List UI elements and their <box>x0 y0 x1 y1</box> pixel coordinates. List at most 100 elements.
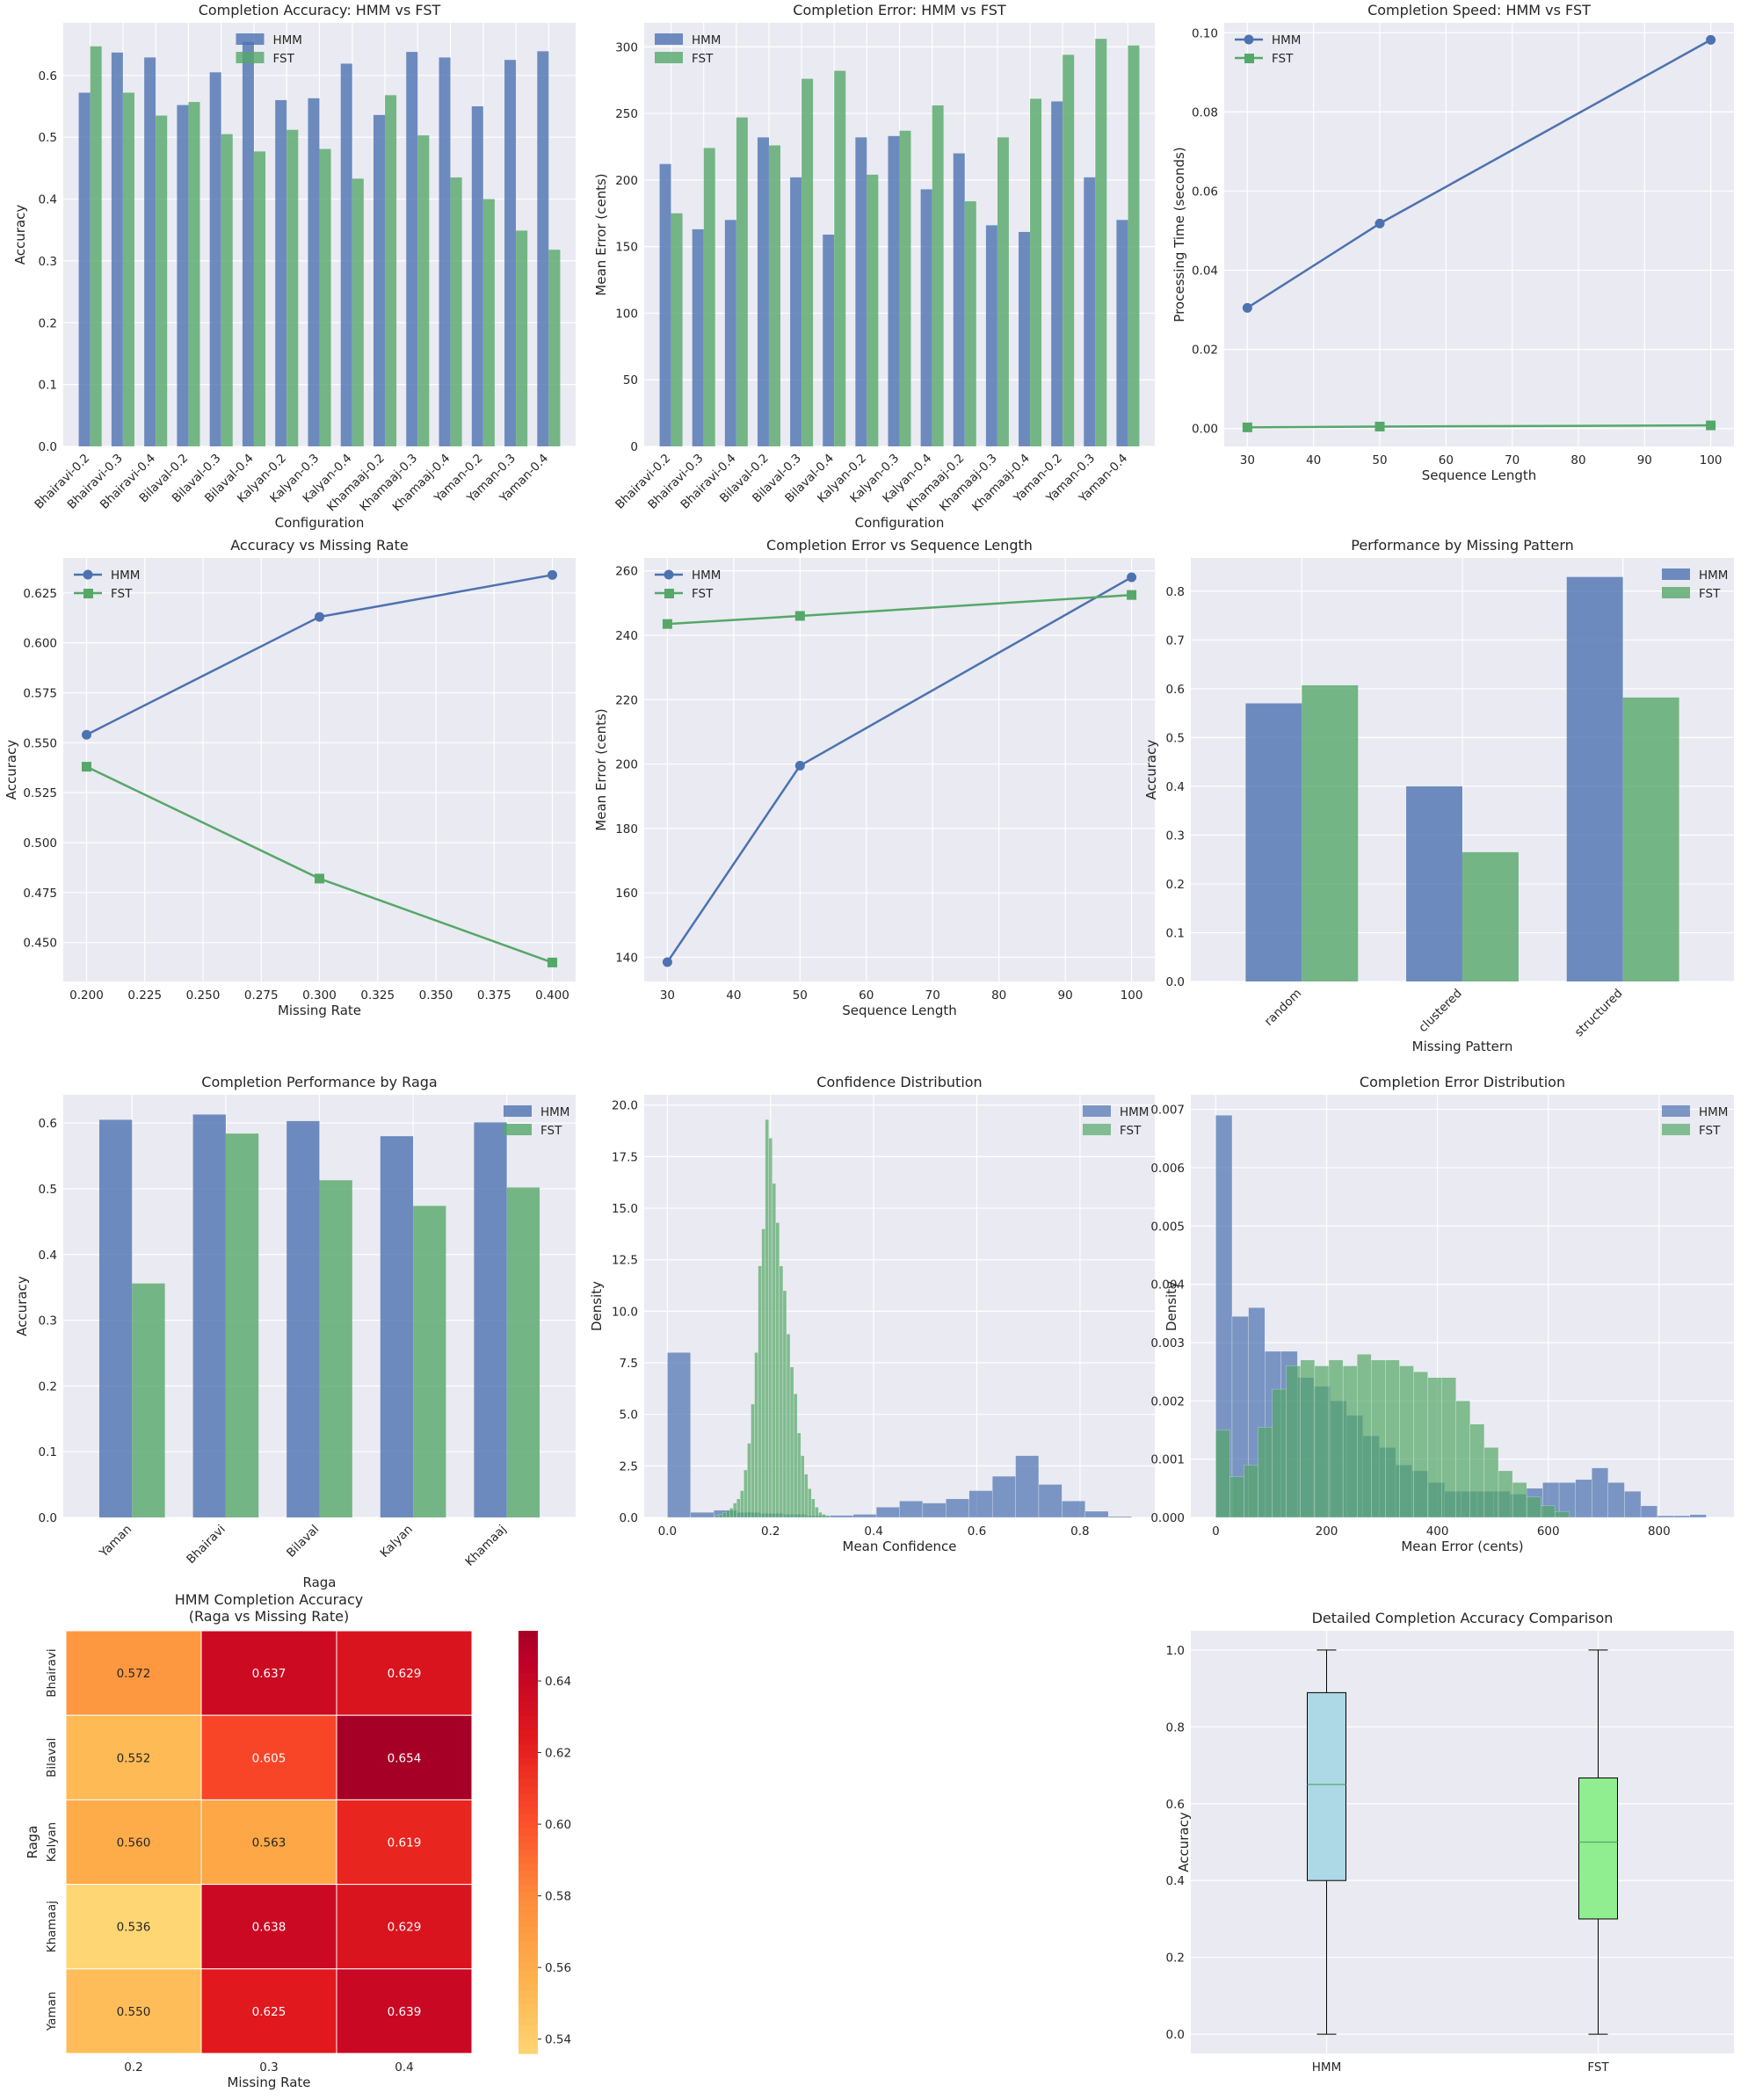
raga_bar-ylabel: Accuracy <box>14 1276 30 1336</box>
err_hist-bin-fst <box>1399 1365 1414 1518</box>
heatmap-colorbar-segment <box>519 1764 538 1772</box>
heatmap-colorbar-segment <box>519 1814 538 1822</box>
conf_hist-bin-fst <box>822 1514 826 1518</box>
err_hist-legend: HMM FST <box>1662 1105 1728 1138</box>
raga_bar-xtick-label: Bhairavi <box>184 1523 228 1567</box>
conf_hist-bin-fst <box>761 1228 765 1518</box>
acc_bar-ylabel: Accuracy <box>12 205 28 265</box>
acc_bar-bar-hmm <box>471 105 483 446</box>
speed_line-ytick-label: 0.00 <box>1192 423 1218 437</box>
heatmap-colorbar-segment <box>519 1989 538 1998</box>
acc_bar-bar-fst <box>253 151 266 446</box>
err_bar-legend-label-fst: FST <box>692 52 714 66</box>
conf_hist-ytick-label: 10.0 <box>612 1305 638 1319</box>
pattern_bar-xtick-label: structured <box>1572 987 1626 1040</box>
acc_bar-bar-fst <box>482 199 495 446</box>
heatmap-cell <box>336 1799 473 1886</box>
conf_hist-bin-fst <box>811 1498 816 1518</box>
err_len-xtick-label: 100 <box>1121 988 1143 1003</box>
conf_hist-ytick-label: 17.5 <box>612 1150 638 1164</box>
raga_bar-bar-hmm <box>98 1119 133 1517</box>
speed_line-legend-label-fst: FST <box>1272 52 1294 66</box>
err_hist-ytick-label: 0.003 <box>1150 1336 1185 1351</box>
acc_bar-bar-hmm <box>504 60 517 446</box>
conf_hist-xtick-label: 0.8 <box>1070 1524 1089 1539</box>
err_hist-ytick-label: 0.005 <box>1150 1220 1185 1234</box>
err_hist-legend-patch-fst <box>1662 1124 1690 1135</box>
acc_bar-bar-hmm <box>78 92 91 447</box>
acc_rate-xtick-label: 0.300 <box>302 988 337 1003</box>
heatmap-cell-label: 0.629 <box>388 1921 422 1935</box>
box-ytick-label: 0.8 <box>1166 1720 1185 1734</box>
err_hist-xtick-label: 400 <box>1426 1524 1449 1539</box>
heatmap-title: (Raga vs Missing Rate) <box>189 1608 349 1625</box>
conf_hist-bin-fst <box>775 1222 780 1518</box>
pattern_bar-bar-fst <box>1622 697 1679 981</box>
acc_bar-bar-hmm <box>144 57 156 446</box>
raga_bar-title: Completion Performance by Raga <box>201 1074 437 1090</box>
raga_bar-chart: 0.0 0.1 0.2 0.3 0.4 0.5 0.6 Yaman Bhairavi Bilava… <box>14 1074 576 1590</box>
heatmap-colorbar-segment <box>519 1933 538 1942</box>
conf_hist-bin-hmm <box>875 1507 900 1518</box>
err_len-xtick-label: 50 <box>793 988 808 1003</box>
err_bar-bar-hmm <box>985 225 997 446</box>
err_hist-bin-fst <box>1427 1377 1442 1518</box>
acc_rate-point-fst <box>315 873 324 884</box>
pattern_bar-legend-patch-hmm <box>1662 568 1690 580</box>
speed_line-xtick-label: 50 <box>1372 453 1387 467</box>
acc_bar-bar-fst <box>319 148 331 446</box>
raga_bar-bar-fst <box>319 1180 352 1517</box>
raga_bar-xtick-label: Bilaval <box>284 1523 322 1561</box>
acc_rate-ylabel: Accuracy <box>4 740 19 800</box>
heatmap-cell-label: 0.563 <box>252 1836 286 1850</box>
err_hist-bin-fst <box>1483 1447 1499 1518</box>
box-ytick-label: 0.2 <box>1166 1952 1185 1966</box>
err_hist-bin-fst <box>1244 1465 1258 1518</box>
pattern_bar-xlabel: Missing Pattern <box>1412 1039 1513 1054</box>
conf_hist-bin-hmm <box>830 1515 853 1518</box>
heatmap-colorbar-segment <box>519 1757 538 1765</box>
speed_line-ylabel: Processing Time (seconds) <box>1171 147 1187 322</box>
heatmap-colorbar-segment <box>519 2010 538 2019</box>
raga_bar-ytick-label: 0.3 <box>39 1314 57 1329</box>
pattern_bar-ytick-label: 0.1 <box>1166 926 1185 940</box>
acc_bar-bar-hmm <box>209 72 221 447</box>
heatmap-colorbar-tick-label: 0.54 <box>545 2033 571 2047</box>
heatmap-ytick-label: Khamaaj <box>45 1901 59 1952</box>
conf_hist-bin-hmm <box>946 1498 969 1518</box>
err_hist-bin-fst <box>1342 1365 1358 1518</box>
heatmap-colorbar-segment <box>519 1701 538 1709</box>
heatmap-cell-label: 0.605 <box>252 1751 286 1765</box>
err_hist-bin-fst <box>1229 1476 1244 1518</box>
raga_bar-ytick-label: 0.5 <box>39 1183 57 1197</box>
err_bar-legend-patch-hmm <box>655 33 683 45</box>
heatmap-colorbar-segment <box>519 1778 538 1786</box>
speed_line-point-hmm <box>1706 34 1716 45</box>
err_len-xtick-label: 90 <box>1058 988 1073 1003</box>
conf_hist-bin-fst <box>718 1514 723 1518</box>
heatmap-colorbar-segment <box>519 2003 538 2012</box>
heatmap-colorbar-segment <box>519 1926 538 1935</box>
box-ytick-label: 0.4 <box>1166 1874 1185 1888</box>
raga_bar-bar-fst <box>413 1206 446 1517</box>
speed_line-point-fst <box>1242 422 1252 432</box>
conf_hist-ytick-label: 5.0 <box>620 1408 638 1423</box>
err_bar-bar-fst <box>1095 39 1107 446</box>
conf_hist-bin-fst <box>754 1352 758 1518</box>
speed_line-xlabel: Sequence Length <box>1422 467 1537 483</box>
acc_bar-bar-fst <box>417 135 430 446</box>
heatmap-colorbar-segment <box>519 1968 538 1977</box>
heatmap-cell-label: 0.639 <box>388 2005 422 2019</box>
conf_hist-bin-fst <box>825 1515 830 1518</box>
acc_bar-bar-fst <box>548 250 561 446</box>
err_hist-bin-fst <box>1258 1427 1273 1518</box>
heatmap-colorbar-segment <box>519 2017 538 2026</box>
raga_bar-ytick-label: 0.0 <box>39 1511 57 1525</box>
err_len-legend-marker-hmm <box>664 569 674 580</box>
heatmap-colorbar-segment <box>519 1715 538 1723</box>
conf_hist-bin-hmm <box>922 1503 947 1518</box>
box-xtick-label: FST <box>1587 2060 1609 2075</box>
pattern_bar-title: Performance by Missing Pattern <box>1351 537 1574 554</box>
err_hist-bin-fst <box>1527 1496 1541 1518</box>
acc_rate-xtick-label: 0.375 <box>477 988 511 1003</box>
